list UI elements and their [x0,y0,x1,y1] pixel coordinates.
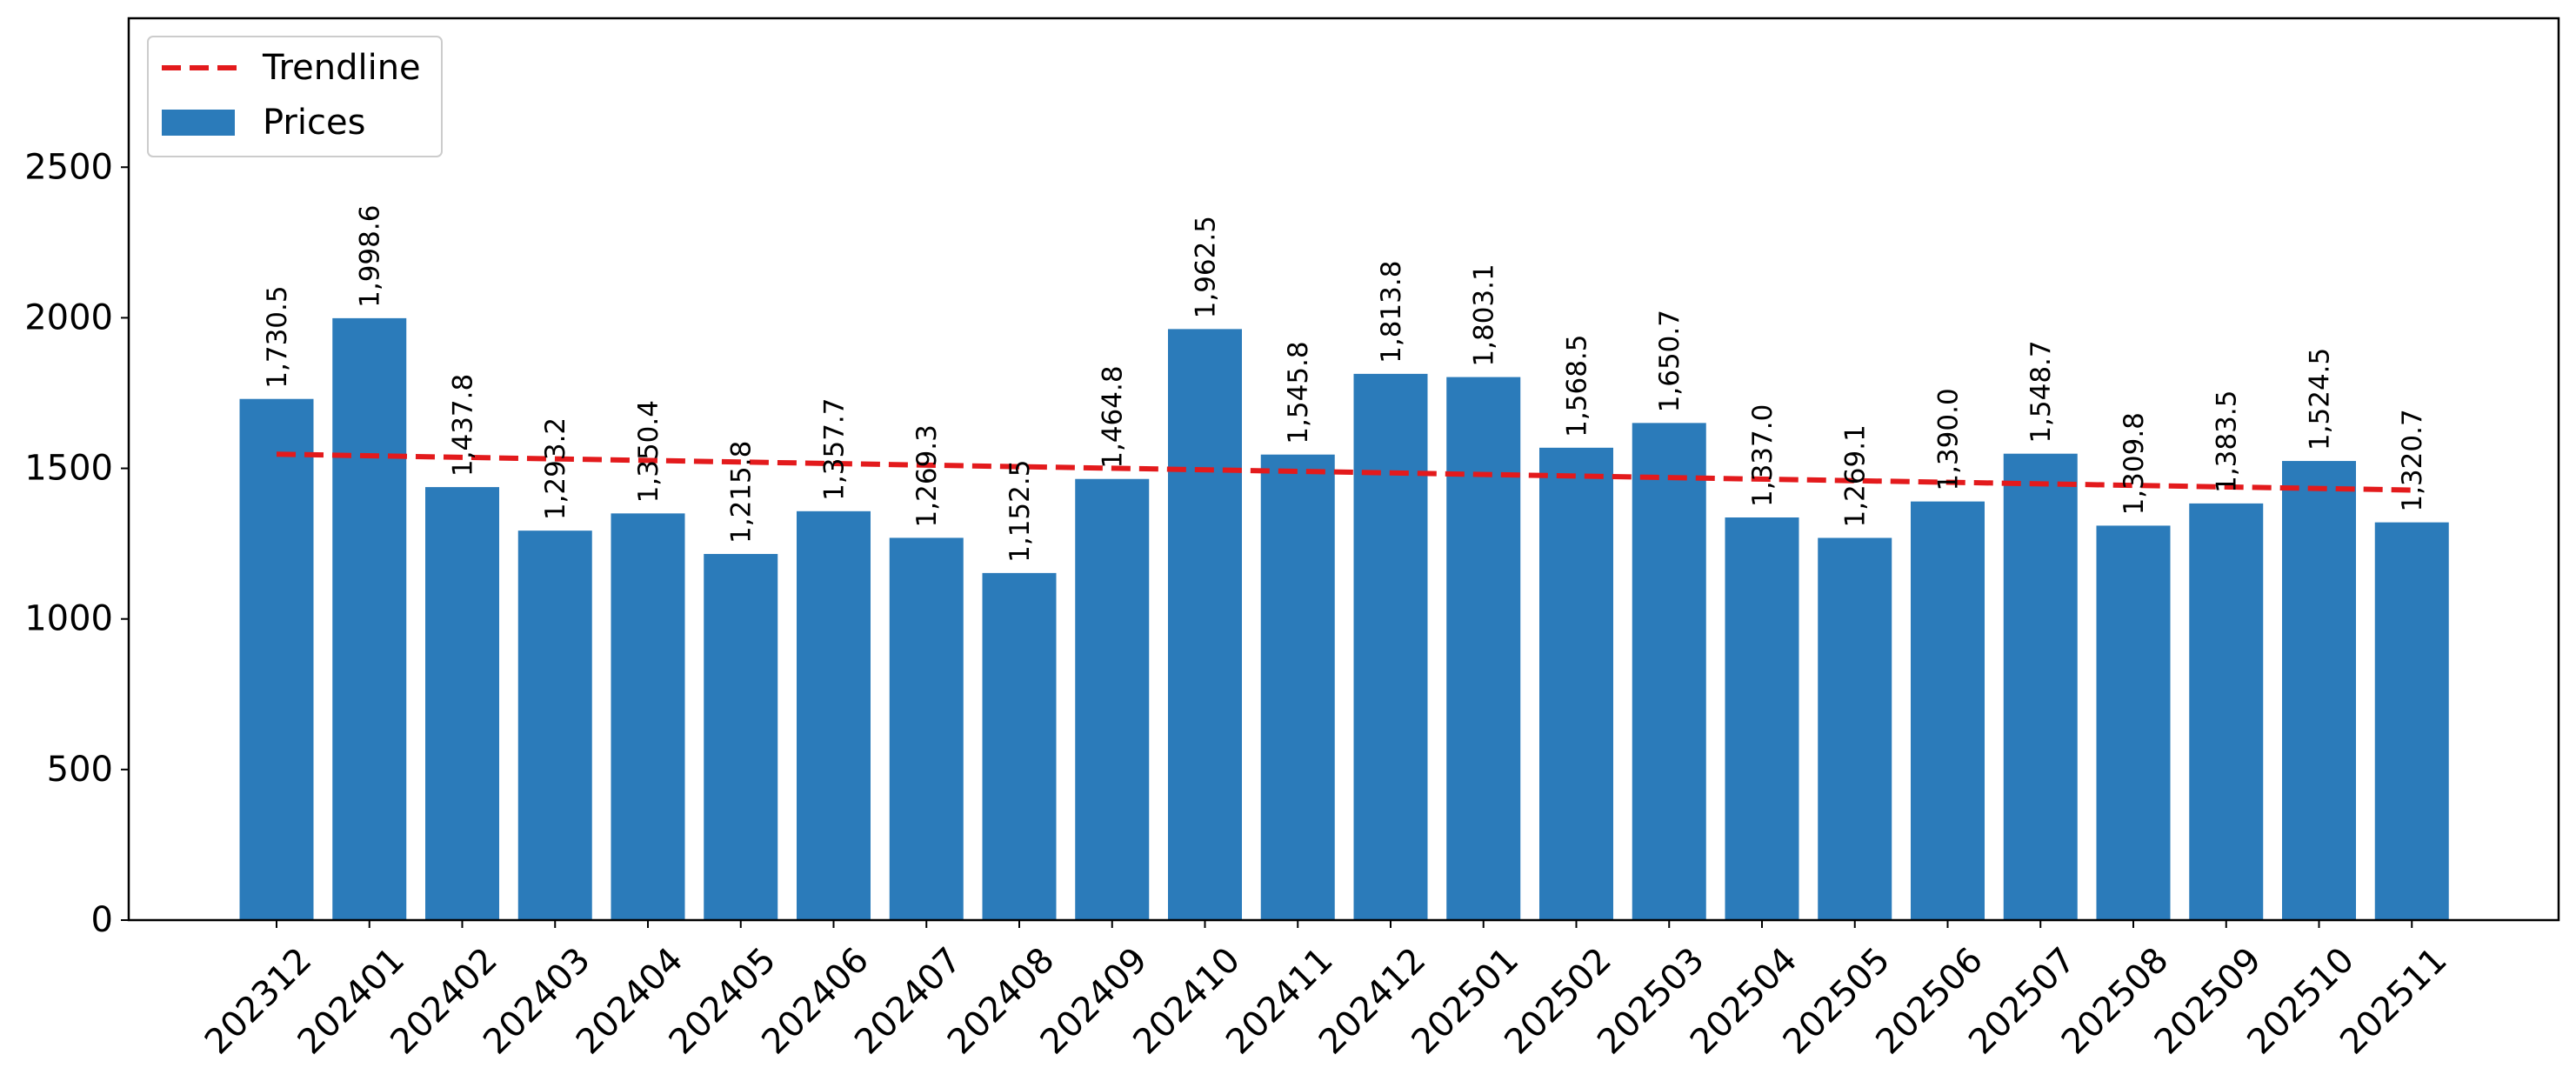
bar-202508 [2096,525,2171,920]
data-label: 1,390.0 [1933,388,1965,490]
bar-202507 [2003,453,2078,920]
data-label: 1,337.0 [1747,404,1779,507]
data-label: 1,548.7 [2025,340,2057,443]
data-label: 1,524.5 [2305,348,2336,450]
bar-202402 [425,487,499,920]
legend: Trendline Prices [147,36,443,157]
y-tick-label: 2000 [24,297,113,337]
data-label: 1,464.8 [1098,365,1129,468]
y-tick-label: 2500 [24,147,113,187]
data-label: 1,545.8 [1283,341,1314,444]
data-label: 1,650.7 [1654,310,1685,412]
data-label: 1,437.8 [448,374,479,477]
bar-202409 [1075,478,1150,920]
bar-202509 [2189,503,2264,920]
bar-202511 [2374,522,2449,920]
data-label: 1,269.1 [1840,424,1872,527]
bar-202505 [1818,537,1892,920]
data-label: 1,269.3 [911,424,943,527]
data-labels-layer: 1,730.5 1,998.6 1,437.8 1,293.2 1,350.4 1,215… [262,205,2428,563]
bar-202406 [797,510,871,920]
bars-layer [239,317,2449,921]
data-label: 1,383.5 [2212,390,2243,493]
bar-202503 [1632,423,1706,921]
bar-202510 [2282,461,2356,920]
data-label: 1,293.2 [540,417,571,520]
bar-202312 [239,398,314,920]
y-tick-label: 0 [91,900,113,940]
bar-202404 [611,513,685,920]
data-label: 1,568.5 [1562,335,1593,437]
data-label: 1,803.1 [1469,264,1500,366]
bar-202401 [332,317,407,920]
trendline-layer [276,451,2412,493]
bar-202411 [1260,454,1335,920]
data-label: 1,215.8 [726,441,757,544]
legend-label-prices: Prices [263,103,365,143]
bar-202412 [1353,373,1428,920]
bar-202506 [1911,501,1985,920]
legend-prices-swatch [162,110,235,136]
bar-202504 [1725,517,1799,920]
data-label: 1,309.8 [2119,412,2150,515]
bar-202408 [982,572,1057,920]
bar-202501 [1446,377,1521,921]
bar-202403 [517,530,592,920]
data-label: 1,730.5 [262,285,293,388]
data-label: 1,813.8 [1376,261,1407,364]
data-label: 1,357.7 [819,398,851,501]
data-label: 1,998.6 [355,205,386,308]
bar-202407 [889,537,964,920]
trendline [276,451,2412,493]
data-label: 1,962.5 [1191,216,1222,318]
y-tick-label: 500 [47,750,113,790]
data-label: 1,350.4 [633,400,664,503]
y-tick-label: 1500 [24,449,113,489]
y-tick-label: 1000 [24,599,113,639]
bar-202410 [1168,329,1242,921]
legend-label-trendline: Trendline [262,48,421,88]
bar-202405 [704,553,778,920]
data-label: 1,320.7 [2397,409,2428,511]
bar-202502 [1539,447,1613,920]
data-label: 1,152.5 [1004,460,1036,563]
